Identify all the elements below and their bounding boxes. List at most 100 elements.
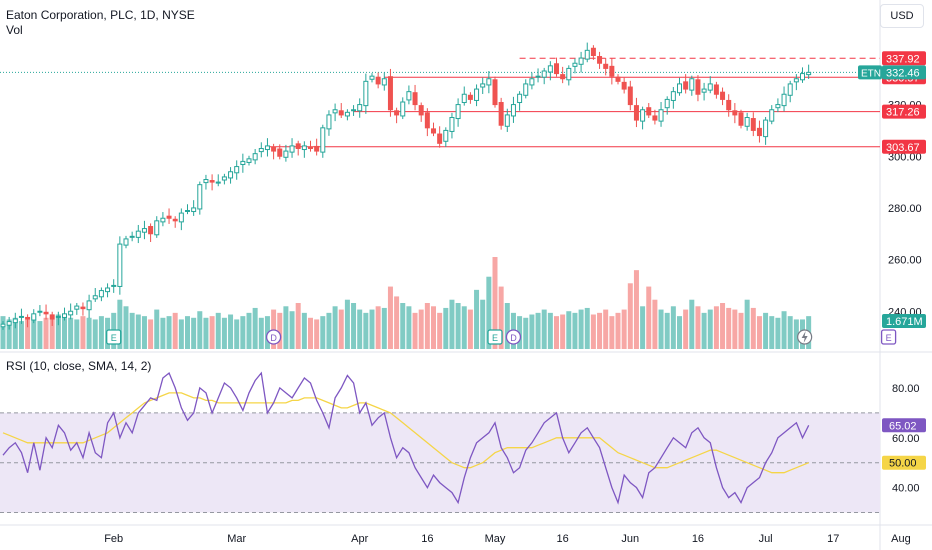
volume-bar [572, 312, 578, 349]
candle-body [517, 93, 523, 104]
candle-body [590, 47, 596, 56]
candle-body [756, 127, 762, 137]
candle-body [560, 74, 566, 80]
volume-bar [756, 316, 762, 349]
candle-body [584, 49, 590, 60]
volume-bar [732, 309, 738, 349]
candle-body [221, 176, 227, 181]
candle-body [98, 290, 104, 298]
rsi-tick-label-0: 40.00 [892, 483, 920, 495]
volume-bar [98, 316, 104, 349]
candle-body [178, 212, 184, 223]
candle-body [80, 306, 86, 310]
volume-bar [363, 312, 369, 349]
candle-body [658, 109, 664, 122]
candle-body [763, 119, 769, 138]
volume-bar [781, 311, 787, 349]
volume-bar [12, 317, 18, 349]
candle-body [209, 180, 215, 183]
volume-bar [566, 311, 572, 349]
level-label-3: 303.67 [886, 142, 920, 154]
volume-bar [627, 283, 633, 349]
candle-body [172, 218, 178, 222]
volume-bar [191, 317, 197, 349]
candle-body [308, 146, 313, 149]
volume-bar [492, 257, 498, 349]
time-tick-label-5: 16 [557, 533, 569, 545]
last-price-label-bg [882, 65, 926, 80]
dividend-marker-1 [265, 329, 282, 345]
volume-bar [498, 286, 504, 349]
candle-body [418, 105, 424, 116]
candle-body [92, 295, 98, 300]
candle-body [117, 243, 123, 287]
marker-label-3: D [510, 333, 517, 343]
rsi-sma-label: 50.00 [889, 458, 917, 470]
volume-bar [474, 289, 480, 349]
candle-body [713, 84, 719, 95]
candle-body [449, 117, 455, 132]
candle-body [738, 112, 744, 126]
rsi-band [0, 412, 880, 513]
candle-body [135, 230, 141, 238]
candle-body [141, 228, 147, 233]
candle-body [597, 56, 603, 64]
volume-bar [271, 309, 277, 349]
candle-body [486, 78, 492, 86]
candle-body [320, 127, 326, 153]
volume-bar [178, 319, 184, 349]
candle-body [554, 63, 559, 75]
symbol-title[interactable]: Eaton Corporation, PLC, 1D, NYSE [6, 8, 195, 22]
candle-body [283, 150, 289, 158]
volume-bar [412, 312, 418, 349]
candle-body [664, 98, 670, 109]
volume-bar [480, 299, 486, 349]
candle-body [289, 145, 295, 153]
time-axis[interactable]: Feb Mar Apr 16 May 16 Jun 16 Jul 17 Aug [0, 524, 932, 545]
volume-bar [381, 307, 387, 349]
time-tick-label-1: Mar [227, 533, 246, 545]
rsi-pane[interactable]: 40.00 60.00 80.00 65.02 50.00 [0, 371, 926, 514]
candle-body [800, 73, 805, 81]
volume-bar [738, 312, 744, 349]
earnings-marker-2 [487, 329, 503, 345]
volume-bar [92, 319, 98, 349]
candle-body [240, 160, 246, 166]
volume-bar [314, 319, 320, 349]
volume-bar [418, 309, 424, 349]
price-axis[interactable]: 240.00260.00280.00300.00320.00337.92330.… [858, 51, 926, 328]
volume-bar [55, 314, 61, 349]
volume-bar [615, 312, 621, 349]
rsi-tick-label-1: 60.00 [892, 433, 920, 445]
marker-label-0: E [111, 333, 117, 343]
candle-body [258, 148, 264, 153]
volume-bar [560, 314, 566, 349]
volume-bar [351, 303, 357, 349]
candle-body [633, 105, 639, 121]
currency-button[interactable]: USD [880, 4, 924, 28]
candle-body [123, 238, 129, 246]
volume-bar [424, 303, 430, 349]
candle-body [775, 104, 781, 109]
candle-body [338, 110, 344, 116]
volume-bar [234, 319, 240, 349]
volume-bar [43, 317, 49, 349]
candle-body [640, 109, 646, 122]
candle-body [707, 83, 713, 91]
candle-body [726, 99, 732, 111]
candlesticks[interactable] [0, 42, 812, 330]
candle-body [387, 76, 393, 111]
rsi-legend[interactable]: RSI (10, close, SMA, 14, 2) [6, 359, 152, 373]
candle-body [228, 171, 234, 179]
candle-body [541, 70, 547, 78]
candle-body [523, 83, 529, 96]
last-price-label: 332.46 [886, 67, 920, 79]
marker-label-1: D [270, 333, 277, 343]
volume-bar [49, 319, 55, 349]
candle-body [787, 83, 793, 96]
volume-bar [141, 316, 147, 349]
volume-label-bg [882, 314, 926, 328]
volume-bar [295, 303, 301, 349]
